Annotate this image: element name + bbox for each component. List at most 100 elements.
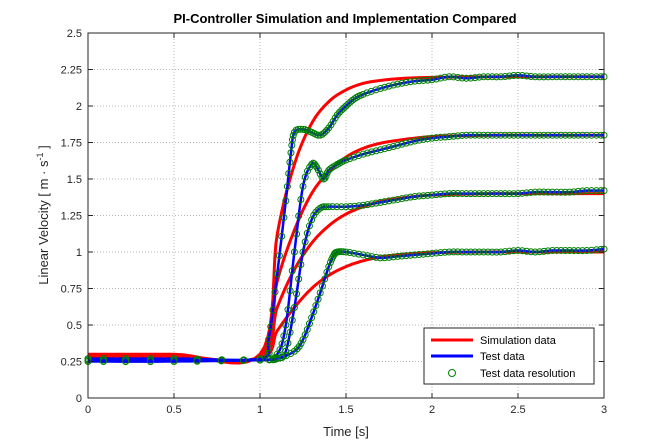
resolution-marker xyxy=(561,131,569,139)
resolution-marker xyxy=(553,246,561,254)
resolution-marker xyxy=(583,247,591,255)
resolution-marker xyxy=(497,248,505,256)
resolution-marker xyxy=(561,188,569,196)
resolution-marker xyxy=(518,189,526,197)
resolution-marker xyxy=(471,131,479,139)
y-tick-label: 0.25 xyxy=(61,357,82,369)
resolution-marker xyxy=(308,160,316,168)
resolution-marker xyxy=(428,76,436,84)
y-tick-label: 2.5 xyxy=(67,28,82,40)
resolution-marker xyxy=(428,249,436,257)
resolution-marker xyxy=(402,194,410,202)
resolution-marker xyxy=(419,76,427,84)
resolution-marker xyxy=(350,153,358,161)
resolution-marker xyxy=(514,247,522,255)
resolution-marker xyxy=(570,131,578,139)
resolution-marker xyxy=(531,188,539,196)
resolution-marker xyxy=(346,98,354,106)
resolution-marker xyxy=(411,77,419,85)
resolution-marker xyxy=(385,197,393,205)
resolution-marker xyxy=(411,137,419,145)
resolution-marker xyxy=(441,133,449,141)
resolution-marker xyxy=(411,251,419,259)
resolution-marker xyxy=(527,72,535,80)
resolution-marker xyxy=(265,336,273,344)
resolution-marker xyxy=(284,306,292,314)
resolution-marker xyxy=(280,332,288,340)
resolution-marker xyxy=(579,73,586,81)
resolution-marker xyxy=(342,203,350,211)
resolution-marker xyxy=(484,248,492,256)
resolution-marker xyxy=(293,290,301,298)
x-tick-label: 2 xyxy=(429,404,435,416)
resolution-marker xyxy=(368,200,376,208)
resolution-marker xyxy=(583,73,591,81)
resolution-marker xyxy=(372,147,380,155)
resolution-marker xyxy=(445,190,453,198)
resolution-marker xyxy=(385,144,393,152)
resolution-marker xyxy=(394,80,402,88)
resolution-marker xyxy=(561,247,569,255)
resolution-marker xyxy=(566,188,574,196)
resolution-marker xyxy=(540,247,548,255)
resolution-marker xyxy=(337,248,345,256)
x-tick-label: 0.5 xyxy=(166,404,181,416)
resolution-marker xyxy=(553,73,561,81)
resolution-marker xyxy=(523,189,531,197)
resolution-marker xyxy=(475,131,483,139)
resolution-marker xyxy=(293,230,301,238)
resolution-marker xyxy=(544,131,552,139)
resolution-marker xyxy=(239,356,247,364)
resolution-marker xyxy=(376,146,384,154)
resolution-marker xyxy=(316,289,324,297)
resolution-marker xyxy=(527,248,535,256)
resolution-marker xyxy=(424,76,432,84)
resolution-marker xyxy=(325,203,333,211)
resolution-marker xyxy=(424,135,432,143)
resolution-marker xyxy=(574,187,582,195)
resolution-marker xyxy=(297,261,305,268)
resolution-marker xyxy=(566,247,574,255)
resolution-marker xyxy=(432,249,440,257)
resolution-marker xyxy=(364,201,371,209)
resolution-marker xyxy=(288,267,296,275)
resolution-marker xyxy=(322,172,330,180)
resolution-marker xyxy=(333,203,341,211)
resolution-marker xyxy=(450,132,457,140)
resolution-marker xyxy=(372,86,380,94)
resolution-marker xyxy=(548,188,556,196)
resolution-marker xyxy=(579,187,586,195)
resolution-marker xyxy=(445,133,453,141)
resolution-marker xyxy=(527,188,535,196)
resolution-marker xyxy=(592,73,600,81)
resolution-marker xyxy=(458,190,466,198)
resolution-marker xyxy=(318,282,326,290)
resolution-marker xyxy=(592,131,600,139)
resolution-marker xyxy=(326,258,334,266)
resolution-marker xyxy=(514,71,522,79)
resolution-marker xyxy=(269,306,277,314)
resolution-marker xyxy=(553,188,561,196)
resolution-marker xyxy=(428,134,436,142)
resolution-marker xyxy=(122,358,130,366)
resolution-marker xyxy=(523,131,531,139)
resolution-marker xyxy=(505,72,513,80)
resolution-marker xyxy=(351,95,359,103)
resolution-marker xyxy=(294,125,302,133)
resolution-marker xyxy=(424,191,432,199)
resolution-marker xyxy=(301,238,309,246)
resolution-marker xyxy=(407,78,414,86)
resolution-marker xyxy=(368,148,376,156)
resolution-marker xyxy=(570,73,578,81)
resolution-marker xyxy=(501,72,509,80)
resolution-marker xyxy=(301,173,309,181)
resolution-marker xyxy=(312,208,320,216)
resolution-marker xyxy=(355,250,363,258)
resolution-marker xyxy=(497,73,505,81)
resolution-marker xyxy=(350,249,358,257)
resolution-marker xyxy=(290,248,298,256)
resolution-marker xyxy=(471,190,479,198)
resolution-marker xyxy=(505,247,513,255)
resolution-marker xyxy=(501,190,509,198)
